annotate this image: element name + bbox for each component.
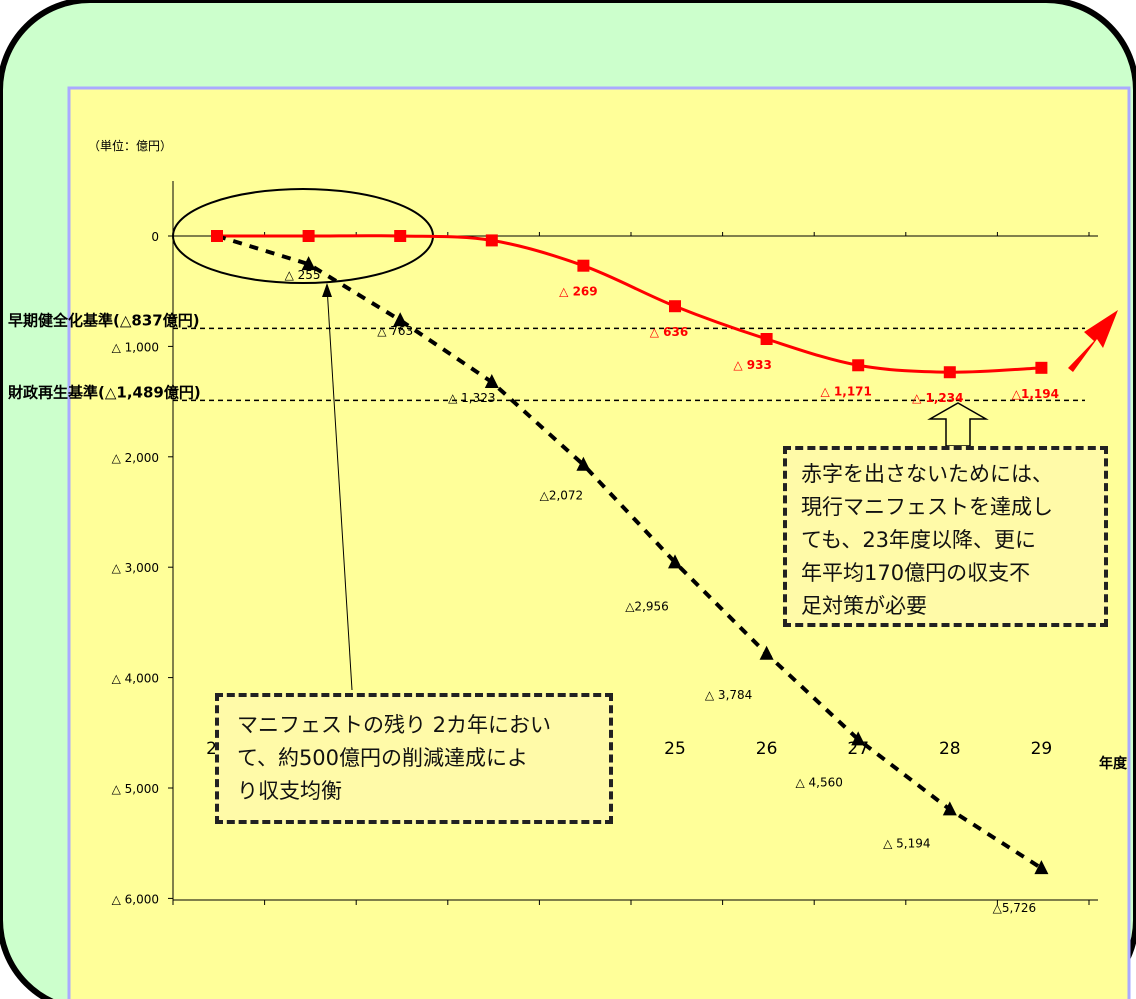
deficit-callout: 赤字を出さないためには、 現行マニフェストを達成し ても、23年度以降、更に 年平均1… [783,446,1108,627]
manifesto-callout-line: マニフェストの残り 2カ年におい [237,713,552,737]
black-series-marker [576,456,591,471]
black-series-marker [484,374,499,389]
black-data-label: △ 5,194 [883,836,930,850]
manifesto-callout-line: て、約500億円の削減達成によ [237,746,529,770]
red-series-marker [943,366,956,379]
red-series-marker [669,300,681,313]
unit-label: （単位：億円） [88,138,172,153]
black-data-label: △5,726 [993,901,1037,915]
black-series-marker [942,801,957,816]
red-series-marker [1035,361,1048,374]
red-data-label: △1,194 [1012,387,1059,401]
manifesto-callout: マニフェストの残り 2カ年におい て、約500億円の削減達成によ り収支均衡 [215,693,613,824]
deficit-callout-line: ても、23年度以降、更に [801,528,1037,552]
deficit-callout-line: 現行マニフェストを達成し [801,495,1053,519]
series-layer [211,230,1049,875]
y-tick-label: △ 6,000 [112,892,159,906]
red-data-label: △ 1,234 [912,391,963,405]
reference-lines: 早期健全化基準(△837億円) 財政再生基準(△1,489億円) [7,311,1085,401]
black-series-marker [759,645,774,660]
red-series-marker [577,259,590,272]
red-series-marker [485,234,498,247]
reference-label: 早期健全化基準(△837億円) [8,311,200,329]
y-tick-label: △ 2,000 [112,451,159,465]
x-tick-label: 26 [756,739,778,759]
red-series-line [217,234,1042,374]
y-tick-label: △ 3,000 [112,561,159,575]
black-series-marker [851,731,866,746]
black-data-label: △ 763 [377,324,413,338]
red-data-label: △ 636 [650,325,688,339]
pointer-line [326,286,353,691]
deficit-callout-line: 足対策が必要 [801,594,927,618]
reference-label: 財政再生基準(△1,489億円) [7,383,201,401]
trend-arrow-icon [1068,310,1118,372]
black-data-label: △2,956 [625,599,669,613]
deficit-callout-line: 赤字を出さないためには、 [801,462,1053,486]
black-series-marker [301,256,316,271]
red-data-label: △ 269 [559,285,597,299]
pointer-arrowhead [322,283,332,297]
black-data-label: △2,072 [540,489,584,503]
data-labels: △ 269 △ 636 △ 933 △ 1,171 △ 1,234 △1,194 △ 255… [285,268,1059,915]
black-series-marker [393,312,408,327]
black-data-label: △ 255 [285,268,321,282]
black-data-label: △ 1,323 [448,391,495,405]
black-series-marker [1034,860,1049,875]
red-series-marker [302,230,315,242]
red-series-marker [394,230,407,242]
red-series-marker [211,230,223,242]
y-tick-label: △ 4,000 [112,672,159,686]
y-tick-label: △ 5,000 [112,782,159,796]
x-tick-label: 25 [664,739,686,759]
deficit-callout-line: 年平均170億円の収支不 [801,561,1031,585]
red-series-marker [852,359,865,372]
x-axis-label: 年度 [1099,755,1128,772]
black-series-marker [668,554,682,569]
x-tick-label: 28 [939,739,961,759]
y-tick-label: △ 1,000 [112,340,159,354]
black-data-label: △ 4,560 [795,775,842,789]
red-data-label: △ 933 [733,358,771,372]
y-tick-label: 0 [151,230,159,244]
manifesto-callout-line: り収支均衡 [237,779,342,803]
red-series-marker [760,333,773,346]
black-data-label: △ 3,784 [705,688,752,702]
red-data-label: △ 1,171 [821,384,872,398]
x-tick-label: 29 [1031,739,1053,759]
